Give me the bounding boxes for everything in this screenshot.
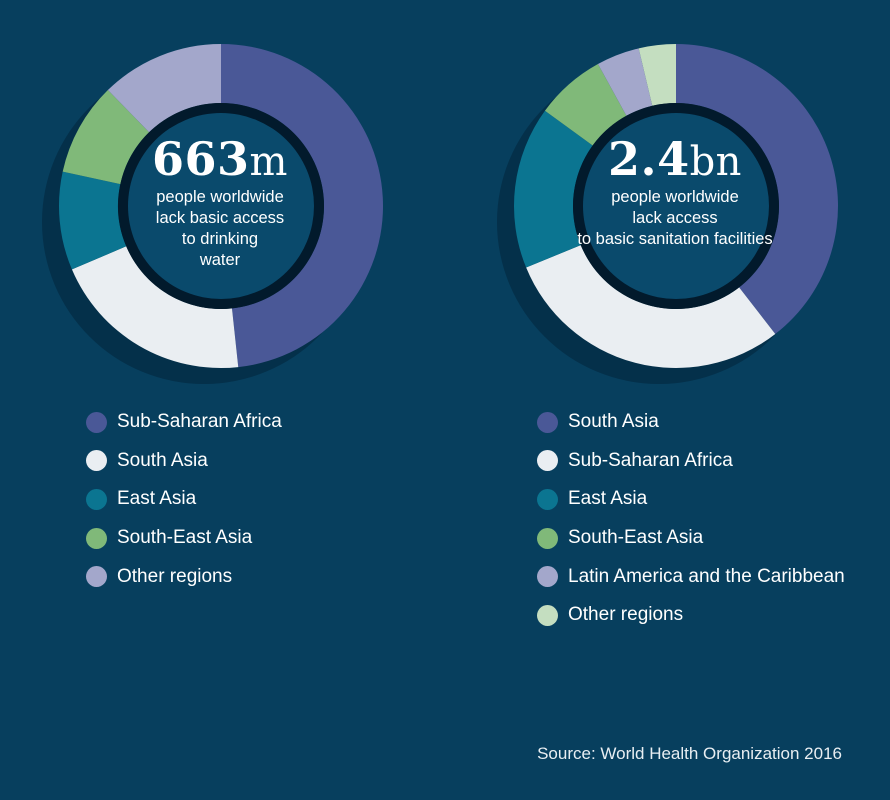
chart1-headline-number: 663: [152, 132, 250, 186]
chart2-description-line: lack access: [632, 209, 718, 227]
chart2-headline-number: 2.4: [608, 132, 690, 186]
chart1-center: 663m people worldwide lack basic access …: [130, 134, 310, 271]
legend-label: South Asia: [117, 449, 208, 471]
legend-item: East Asia: [86, 480, 282, 519]
legend-item: South-East Asia: [86, 519, 282, 558]
legend-swatch: [537, 411, 558, 433]
chart2-headline: 2.4bn: [555, 134, 795, 187]
legend-label: Latin America and the Caribbean: [568, 565, 845, 587]
chart2-center: 2.4bn people worldwide lack access to ba…: [555, 134, 795, 250]
legend-label: Sub-Saharan Africa: [568, 449, 733, 471]
chart2-description: people worldwide lack access to basic sa…: [555, 187, 795, 250]
legend-swatch: [86, 411, 107, 433]
legend-label: South-East Asia: [117, 527, 253, 549]
donut-segment: [544, 64, 627, 146]
legend-swatch: [86, 450, 107, 472]
donut-segment: [221, 44, 383, 368]
legend-label: South-East Asia: [568, 527, 704, 549]
legend-label: Other regions: [568, 604, 684, 626]
legend-label: East Asia: [568, 488, 648, 510]
legend-swatch: [537, 604, 558, 626]
legend-label: Sub-Saharan Africa: [117, 411, 282, 433]
chart1-description-line: people worldwide: [156, 188, 284, 206]
legend-swatch: [86, 527, 107, 549]
legend-item: South Asia: [86, 442, 282, 481]
chart1-description-line: water: [199, 251, 241, 269]
chart1-headline: 663m: [130, 134, 310, 187]
legend-label: Other regions: [117, 565, 233, 587]
donut-segment: [107, 44, 221, 133]
source-note: Source: World Health Organization 2016: [537, 744, 842, 763]
legend-item: Latin America and the Caribbean: [537, 557, 845, 596]
chart1-legend: Sub-Saharan Africa South Asia East Asia …: [86, 403, 282, 596]
legend-swatch: [86, 566, 107, 588]
chart2-description-line: to basic sanitation facilities: [577, 230, 773, 248]
legend-item: Other regions: [537, 596, 845, 635]
legend-swatch: [86, 488, 107, 510]
donut-segment: [514, 110, 593, 268]
donut-segment: [676, 44, 838, 335]
legend-item: South Asia: [537, 403, 845, 442]
donut-segment: [638, 44, 676, 106]
legend-item: South-East Asia: [537, 519, 845, 558]
donut-segment: [62, 90, 150, 185]
legend-swatch: [537, 527, 558, 549]
donut-segment: [597, 48, 653, 116]
chart1-description-line: to drinking: [181, 230, 259, 248]
donut-inner-disc: [128, 113, 314, 299]
legend-item: Other regions: [86, 557, 282, 596]
chart1-headline-unit: m: [249, 139, 288, 185]
chart1-description-line: lack basic access: [155, 209, 285, 227]
legend-label: South Asia: [568, 411, 659, 433]
donut-segment: [58, 171, 127, 270]
chart2-description-line: people worldwide: [611, 188, 739, 206]
legend-swatch: [537, 450, 558, 472]
chart2-legend: South Asia Sub-Saharan Africa East Asia …: [537, 403, 845, 635]
legend-item: East Asia: [537, 480, 845, 519]
legend-swatch: [537, 488, 558, 510]
legend-label: East Asia: [117, 488, 197, 510]
donut-segment: [526, 245, 776, 368]
chart2-headline-unit: bn: [689, 139, 742, 185]
donut-inner-disc: [583, 113, 769, 299]
legend-item: Sub-Saharan Africa: [537, 442, 845, 481]
donut-segment: [71, 246, 239, 368]
legend-item: Sub-Saharan Africa: [86, 403, 282, 442]
legend-swatch: [537, 566, 558, 588]
chart1-description: people worldwide lack basic access to dr…: [130, 187, 310, 271]
